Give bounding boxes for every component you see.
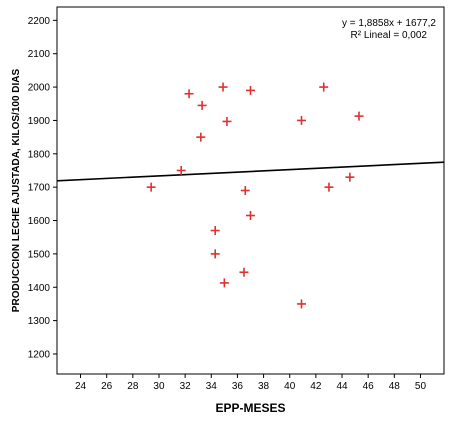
y-tick-label: 1900 bbox=[28, 116, 51, 127]
x-tick-label: 40 bbox=[284, 381, 296, 392]
data-point bbox=[176, 165, 186, 175]
y-tick-label: 1600 bbox=[28, 216, 51, 227]
y-axis-title: PRODUCCION LECHE AJUSTADA, KILOS/100 DIA… bbox=[11, 68, 22, 312]
data-point bbox=[196, 132, 206, 142]
y-tick-label: 1400 bbox=[28, 283, 51, 294]
data-point bbox=[324, 182, 334, 192]
y-tick-label: 1700 bbox=[28, 183, 51, 194]
data-point bbox=[184, 89, 194, 99]
y-tick-label: 2100 bbox=[28, 49, 51, 60]
x-axis-title: EPP-MESES bbox=[215, 401, 285, 415]
data-point bbox=[210, 249, 220, 259]
x-tick-label: 24 bbox=[75, 381, 87, 392]
y-tick-label: 1300 bbox=[28, 316, 51, 327]
data-point bbox=[296, 115, 306, 125]
x-tick-label: 42 bbox=[310, 381, 322, 392]
data-point bbox=[246, 211, 255, 221]
data-point bbox=[296, 299, 306, 309]
plot-area bbox=[56, 6, 445, 375]
data-point bbox=[239, 267, 249, 277]
data-point bbox=[222, 116, 232, 126]
data-point bbox=[240, 186, 250, 195]
x-tick-label: 32 bbox=[180, 381, 192, 392]
y-tick-label: 1500 bbox=[28, 249, 51, 260]
data-point bbox=[319, 82, 329, 92]
x-tick-label: 38 bbox=[258, 381, 270, 392]
regression-equation: y = 1,8858x + 1677,2 bbox=[342, 18, 436, 29]
y-tick-label: 2200 bbox=[28, 16, 51, 27]
y-tick-label: 1200 bbox=[28, 349, 51, 360]
x-tick-label: 30 bbox=[153, 381, 165, 392]
x-tick-label: 44 bbox=[336, 381, 348, 392]
x-tick-label: 34 bbox=[206, 381, 218, 392]
scatter-points bbox=[146, 82, 364, 309]
data-point bbox=[197, 100, 207, 110]
data-point bbox=[218, 82, 228, 92]
data-point bbox=[354, 111, 364, 121]
x-tick-label: 48 bbox=[389, 381, 401, 392]
data-point bbox=[210, 226, 220, 236]
x-tick-label: 26 bbox=[101, 381, 113, 392]
x-tick-label: 46 bbox=[363, 381, 375, 392]
x-tick-label: 36 bbox=[232, 381, 244, 392]
x-axis: 24 26 28 30 32 34 36 38 40 42 44 46 48 50 bbox=[75, 374, 426, 392]
trend-line bbox=[56, 161, 445, 182]
data-point bbox=[246, 85, 255, 95]
x-tick-label: 50 bbox=[415, 381, 427, 392]
y-tick-label: 2000 bbox=[28, 83, 51, 94]
data-point bbox=[219, 278, 229, 288]
y-tick-label: 1800 bbox=[28, 149, 51, 160]
data-point bbox=[345, 172, 355, 182]
x-tick-label: 28 bbox=[127, 381, 139, 392]
r-squared-label: R² Lineal = 0,002 bbox=[351, 30, 428, 41]
y-axis: 1200 1300 1400 1500 1600 1700 1800 1900 2000 2100… bbox=[28, 16, 57, 360]
data-point bbox=[146, 182, 156, 192]
